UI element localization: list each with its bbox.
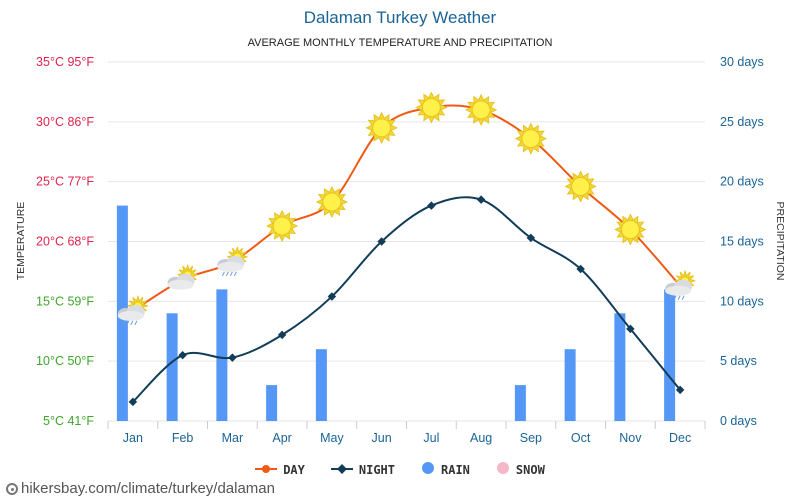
- night-point: [576, 264, 585, 274]
- y-right-tick-label: 30 days: [720, 55, 764, 69]
- legend-snow-label: SNOW: [515, 462, 545, 477]
- night-line: [132, 196, 681, 403]
- y-left-tick-label: 35°C 95°F: [36, 55, 94, 69]
- grid: [107, 61, 706, 429]
- night-point: [626, 324, 635, 334]
- y-left-tick-label: 10°C 50°F: [36, 354, 94, 368]
- rain-bar: [564, 349, 576, 421]
- y-right-tick-label: 0 days: [720, 414, 757, 428]
- y-right-tick-label: 20 days: [720, 175, 764, 189]
- legend-item-day[interactable]: DAY: [255, 461, 305, 478]
- y-axis-right-label: PRECIPITATION: [774, 202, 786, 281]
- rain-bar: [216, 289, 228, 421]
- x-tick-label: May: [320, 431, 344, 445]
- rain-bar: [614, 313, 626, 421]
- x-tick-label: Feb: [172, 431, 194, 445]
- legend-night-icon: [330, 463, 353, 477]
- rain-bar: [166, 313, 178, 421]
- sun-icon: [564, 170, 597, 203]
- rain-bar: [266, 385, 278, 421]
- y-right-tick-label: 25 days: [720, 115, 764, 129]
- sun-icon: [614, 213, 647, 246]
- rain-bar: [315, 349, 327, 421]
- legend-night-label: NIGHT: [358, 462, 395, 477]
- rain-bar: [664, 289, 676, 421]
- y-axis-left-label: TEMPERATURE: [15, 202, 27, 281]
- rain-bar: [514, 385, 526, 421]
- night-point: [327, 292, 337, 301]
- sun-cloud-rain-icon: [665, 270, 696, 301]
- y-left-tick-label: 20°C 68°F: [36, 235, 94, 249]
- legend-day-label: DAY: [283, 462, 305, 477]
- legend-item-snow[interactable]: SNOW: [496, 461, 545, 478]
- x-tick-label: Jan: [123, 431, 143, 445]
- legend-item-rain[interactable]: RAIN: [421, 461, 470, 478]
- sun-icon: [464, 93, 498, 127]
- x-tick-label: Jul: [423, 431, 439, 445]
- watermark-text: hikersbay.com/climate/turkey/dalaman: [21, 480, 275, 497]
- night-point: [178, 350, 187, 360]
- x-tick-label: Oct: [571, 431, 591, 445]
- sun-cloud-rain-icon: [117, 295, 148, 326]
- y-right-tick-label: 15 days: [720, 235, 764, 249]
- legend-rain-label: RAIN: [441, 462, 470, 477]
- legend-item-night[interactable]: NIGHT: [330, 461, 395, 478]
- night-point: [675, 385, 685, 395]
- watermark-link[interactable]: hikersbay.com/climate/turkey/dalaman: [6, 480, 275, 497]
- night-point: [128, 397, 138, 407]
- x-tick-label: Mar: [222, 431, 244, 445]
- day-line: [132, 104, 681, 312]
- y-left-tick-label: 25°C 77°F: [36, 175, 94, 189]
- x-tick-label: Jun: [372, 431, 392, 445]
- legend-snow-icon: [496, 461, 510, 478]
- rain-bars: [116, 205, 676, 421]
- sun-icon: [415, 91, 448, 124]
- night-point: [228, 353, 237, 362]
- x-tick-label: Sep: [520, 431, 542, 445]
- x-tick-label: Dec: [669, 431, 691, 445]
- weather-icons: [117, 91, 696, 326]
- y-right-tick-label: 10 days: [720, 294, 764, 308]
- night-point: [476, 195, 486, 204]
- y-left-tick-label: 15°C 59°F: [36, 294, 94, 308]
- x-tick-label: Apr: [272, 431, 291, 445]
- x-tick-label: Nov: [619, 431, 642, 445]
- sun-icon: [514, 122, 548, 155]
- sun-cloud-rain-icon: [217, 246, 248, 277]
- axes: 5°C 41°F 0 days 10°C 50°F 5 days 15°C 59°F 10…: [36, 55, 764, 445]
- night-point: [377, 237, 386, 246]
- sun-cloud-icon: [167, 264, 198, 290]
- legend-rain-icon: [421, 461, 435, 478]
- location-pin-icon: [6, 482, 18, 495]
- chart-subtitle: AVERAGE MONTHLY TEMPERATURE AND PRECIPIT…: [248, 37, 553, 49]
- chart-title: Dalaman Turkey Weather: [304, 8, 497, 27]
- night-point: [277, 330, 287, 340]
- y-right-tick-label: 5 days: [720, 354, 757, 368]
- legend: DAY NIGHT RAIN SNOW: [0, 461, 800, 478]
- sun-icon: [365, 111, 398, 144]
- y-left-tick-label: 30°C 86°F: [36, 115, 94, 129]
- sun-icon: [265, 209, 299, 243]
- legend-day-icon: [255, 463, 278, 477]
- sun-icon: [315, 185, 349, 219]
- x-tick-label: Aug: [470, 431, 492, 445]
- y-left-tick-label: 5°C 41°F: [43, 414, 94, 428]
- night-point: [427, 201, 436, 210]
